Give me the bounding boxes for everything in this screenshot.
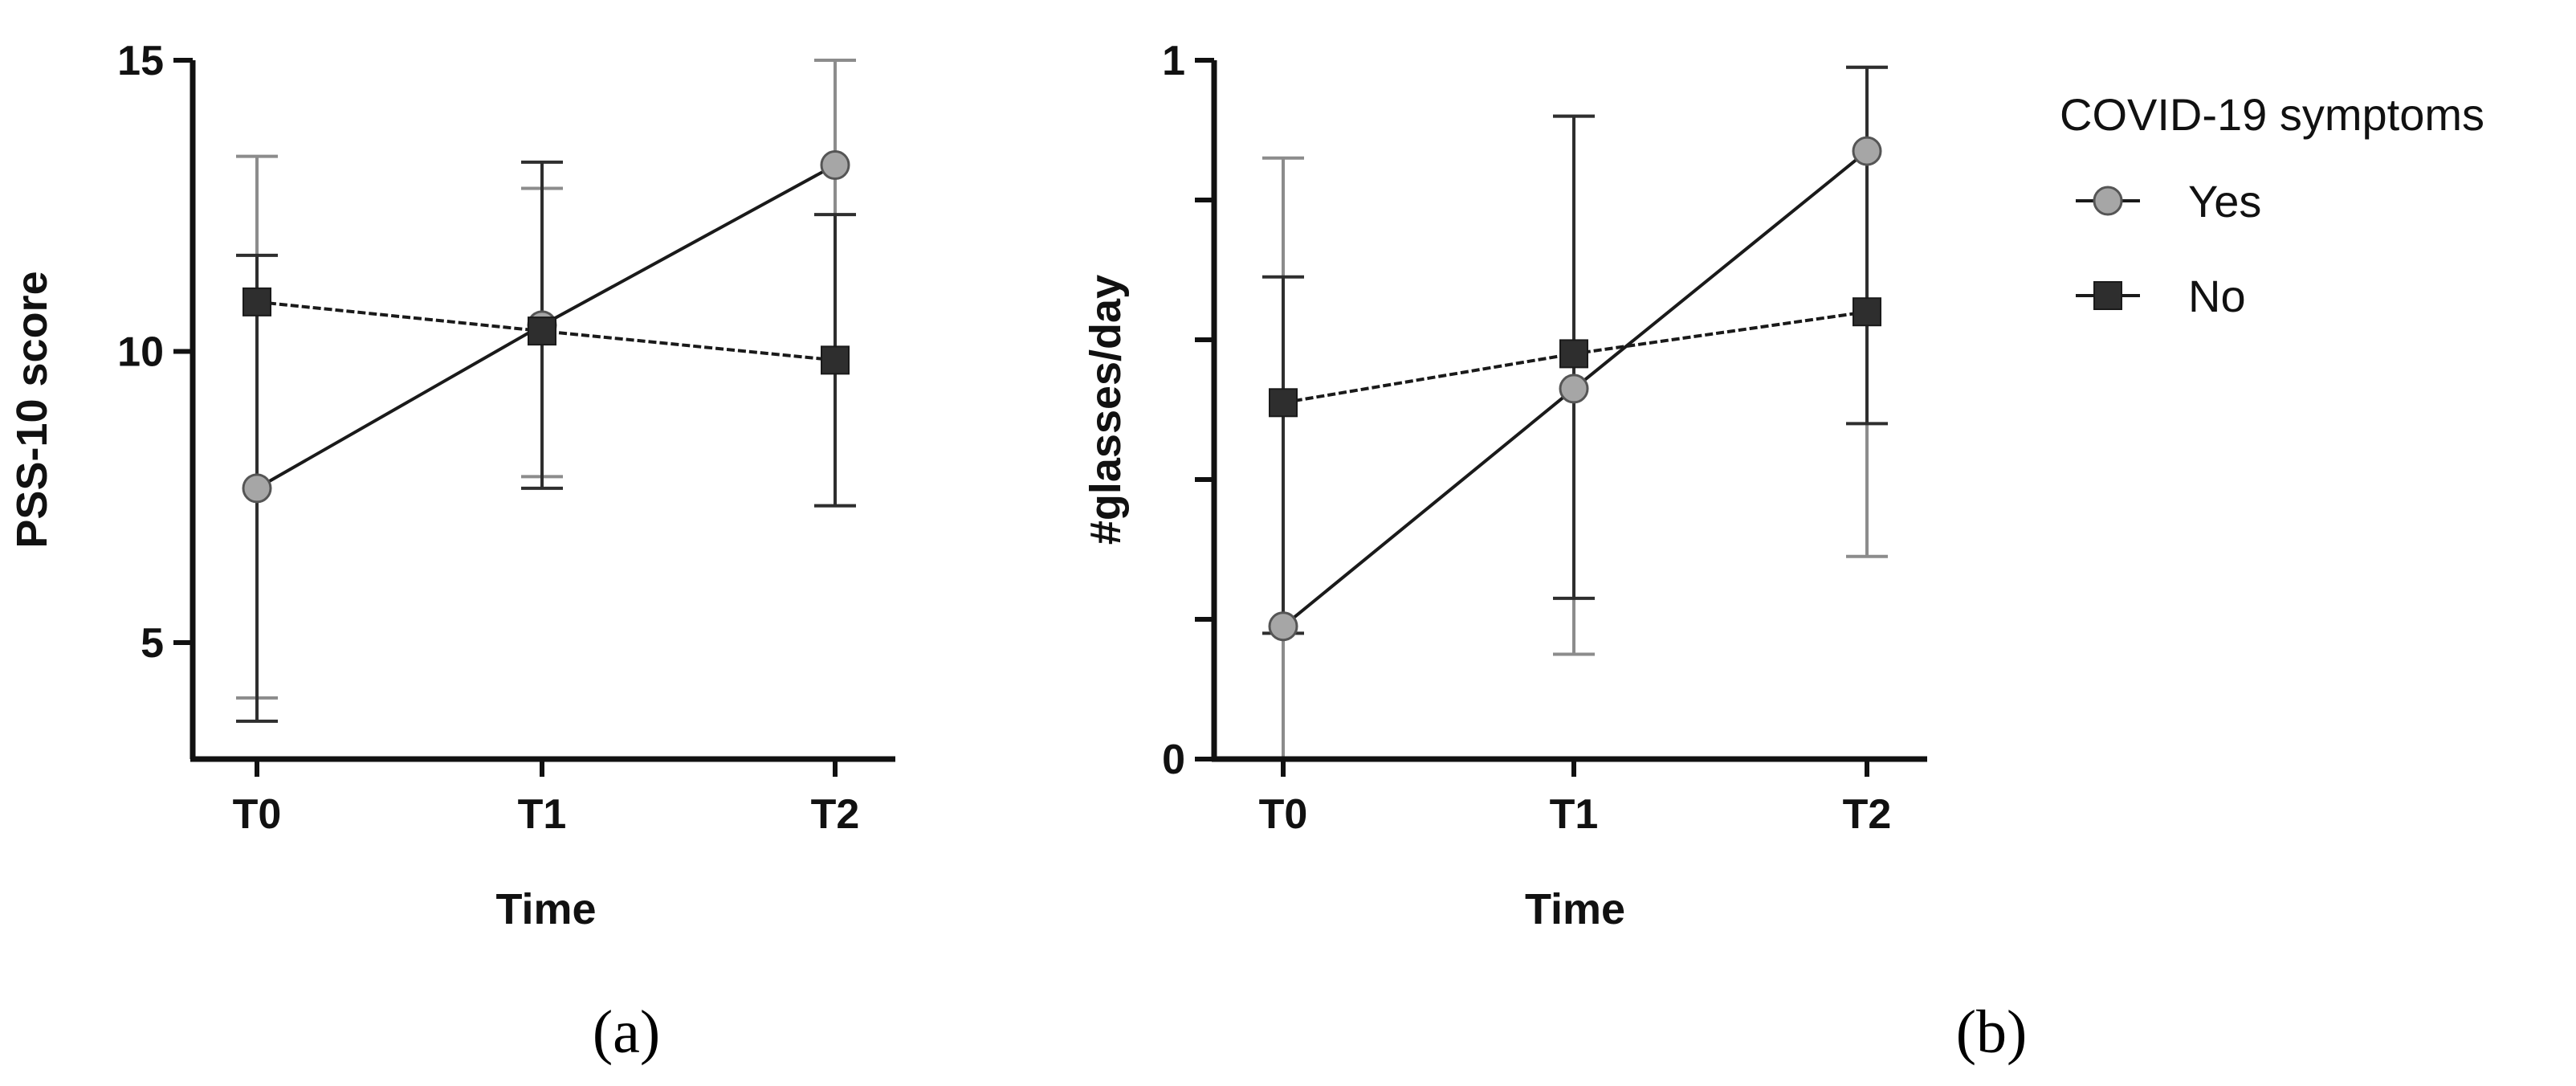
legend-title: COVID-19 symptoms: [2060, 89, 2484, 140]
a-point-yes: [820, 150, 850, 180]
b-point-yes: [1268, 611, 1298, 642]
b-point-no: [1269, 388, 1298, 418]
b-point-yes: [1559, 374, 1589, 404]
b-y-tick-label: 0: [1162, 737, 1185, 783]
legend-label-no: No: [2188, 271, 2246, 321]
a-point-no: [243, 287, 271, 316]
b-y-tick-label: 1: [1162, 38, 1185, 84]
a-point-yes: [242, 473, 272, 504]
legend-marker-yes: [2093, 186, 2123, 216]
b-marker-group: [1268, 136, 1882, 642]
b-y-axis-title: #glasses/day: [1082, 275, 1130, 545]
legend-entries: Yes No: [2076, 176, 2261, 321]
b-errorbar-group: [1262, 65, 1888, 761]
chart-panel-a: 5 10 15 T0 T1 T2 PSS-10 score Time (a): [8, 38, 895, 1066]
legend: COVID-19 symptoms Yes No: [2060, 89, 2484, 321]
a-axes: 5 10 15 T0 T1 T2: [117, 38, 895, 838]
legend-marker-no: [2093, 281, 2122, 310]
a-x-tick-label: T2: [811, 791, 860, 838]
b-x-tick-label: T0: [1259, 791, 1308, 838]
a-y-tick-label: 15: [117, 38, 164, 84]
b-point-no: [1853, 297, 1881, 327]
a-y-axis-title: PSS-10 score: [8, 271, 56, 548]
a-panel-label: (a): [593, 998, 660, 1066]
b-point-no: [1559, 339, 1588, 369]
a-x-axis-title: Time: [495, 885, 596, 933]
b-x-tick-label: T1: [1550, 791, 1599, 838]
a-marker-group: [242, 150, 850, 504]
b-point-yes: [1852, 136, 1882, 166]
chart-panel-b: 0 1 T0 T1 T2 #glasses/day Time (b): [1082, 38, 2027, 1066]
a-errorbar-group: [236, 59, 856, 723]
a-x-tick-label: T0: [233, 791, 282, 838]
b-x-axis-title: Time: [1525, 885, 1625, 933]
b-panel-label: (b): [1956, 998, 2028, 1066]
a-y-tick-label: 5: [141, 620, 164, 667]
b-x-tick-label: T2: [1843, 791, 1892, 838]
a-y-tick-label: 10: [117, 329, 164, 376]
b-axes: 0 1 T0 T1 T2: [1162, 38, 1927, 838]
legend-label-yes: Yes: [2188, 176, 2261, 227]
a-point-no: [821, 345, 850, 375]
a-point-no: [528, 316, 556, 346]
a-x-tick-label: T1: [518, 791, 567, 838]
